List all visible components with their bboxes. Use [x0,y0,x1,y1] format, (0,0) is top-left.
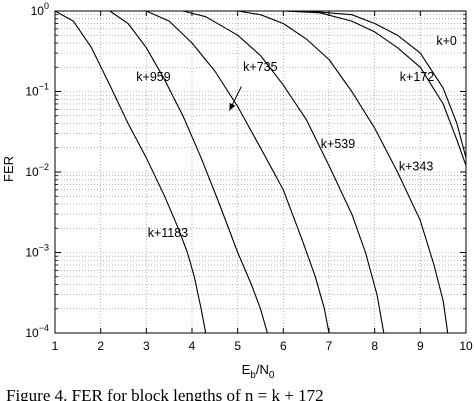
x-tick-label: 5 [234,339,241,353]
series-lines [54,10,467,334]
curve-label: k+959 [136,70,170,84]
x-axis-label-sub2: 0 [269,370,275,381]
curve-labels: k+1183 k+959 k+735 k+539 k+343 k+172 k+0 [136,34,457,240]
series-line [55,10,330,334]
x-tick-label: 2 [97,339,104,353]
x-axis-label: Eb/N0 [242,362,275,381]
x-tick-label: 3 [143,339,150,353]
x-axis-label-sub1: b [250,370,256,381]
x-tick-label: 7 [326,339,333,353]
curve-label: k+1183 [148,226,188,240]
curve-label: k+172 [400,70,434,84]
tick-labels: 1 2 3 4 5 6 7 8 9 10 100 10−1 10−2 10−3 10−4 [25,1,473,353]
arrow-head [229,102,236,111]
y-tick-label: 10−4 [25,323,49,340]
curve-label: k+343 [399,159,433,173]
curve-label: k+0 [436,34,457,48]
series-line [54,10,207,334]
x-tick-label: 9 [417,339,424,353]
curve-label: k+539 [321,137,355,151]
series-line [55,10,467,158]
x-tick-label: 1 [52,339,59,353]
x-axis-label-mid: /N [256,362,269,377]
series-line [55,10,268,334]
x-tick-label: 10 [459,339,473,353]
axis-ticks [54,10,467,334]
y-axis-label: FER [1,156,16,182]
curve-label: k+735 [243,60,277,74]
y-tick-label: 10−2 [25,162,49,179]
y-tick-label: 10−1 [25,82,49,99]
x-axis-label-main: E [242,362,251,377]
x-tick-label: 6 [280,339,287,353]
series-line [55,10,449,334]
x-tick-label: 4 [189,339,196,353]
series-line [55,10,467,166]
series-line [55,10,385,334]
y-tick-label: 100 [31,1,49,18]
figure-caption: Figure 4. FER for block lengths of n = k… [6,386,324,401]
y-tick-label: 10−3 [25,243,49,260]
annotation-arrow [228,86,242,111]
x-tick-label: 8 [371,339,378,353]
